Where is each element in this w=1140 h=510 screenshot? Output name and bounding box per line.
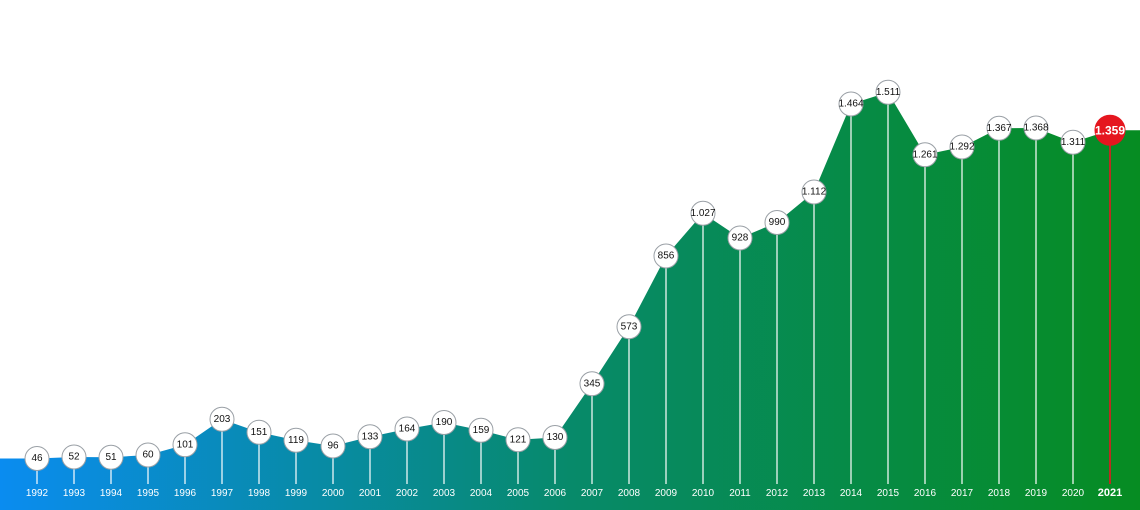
x-axis-ticks: 1992 1993 1994 1995 1996 1997 1998 1999 2000 2001… <box>26 487 1122 499</box>
x-tick-label: 1994 <box>100 488 123 499</box>
data-point <box>172 432 198 458</box>
data-label: 345 <box>584 378 601 389</box>
data-point <box>24 446 50 471</box>
data-point <box>1060 129 1086 155</box>
x-tick-label: 2015 <box>877 488 900 499</box>
data-point <box>135 442 161 468</box>
data-label: 1.112 <box>802 187 827 198</box>
x-tick-label: 2005 <box>507 488 530 499</box>
data-label: 96 <box>327 441 339 452</box>
x-tick-label: 2011 <box>729 488 751 499</box>
x-tick-label: 1995 <box>137 488 160 499</box>
data-label: 133 <box>362 431 379 442</box>
data-label: 121 <box>510 434 527 445</box>
x-tick-label: 2001 <box>359 488 382 499</box>
x-tick-label: 1998 <box>248 488 271 499</box>
data-label: 1.359 <box>1095 123 1125 137</box>
area-fill <box>0 92 1140 510</box>
data-label: 1.261 <box>912 149 937 160</box>
x-tick-label: 2004 <box>470 488 493 499</box>
x-tick-label: 1996 <box>174 488 197 499</box>
data-point <box>394 416 420 442</box>
x-tick-label: 1997 <box>211 488 234 499</box>
x-tick-label: 2013 <box>803 488 826 499</box>
x-tick-label: 2016 <box>914 488 937 499</box>
data-label: 1.311 <box>1061 137 1086 148</box>
data-label: 52 <box>68 452 80 463</box>
data-point <box>542 425 568 450</box>
x-tick-label: 1999 <box>285 488 308 499</box>
data-point <box>98 444 124 470</box>
data-point <box>505 427 531 453</box>
data-point <box>468 417 494 443</box>
x-tick-label: 2008 <box>618 488 641 499</box>
data-point <box>209 406 235 432</box>
data-point <box>949 134 975 160</box>
x-tick-label: 2014 <box>840 488 863 499</box>
data-point <box>246 419 272 445</box>
data-label: 1.367 <box>986 123 1011 134</box>
data-point <box>283 427 309 453</box>
data-label: 46 <box>31 453 43 464</box>
data-point <box>431 410 457 435</box>
x-tick-label: 2003 <box>433 488 456 499</box>
data-label: 60 <box>142 450 154 461</box>
data-point <box>1023 115 1049 141</box>
data-label: 928 <box>732 233 749 244</box>
data-label: 151 <box>251 427 268 438</box>
data-point <box>838 91 864 117</box>
data-label: 990 <box>769 217 786 228</box>
data-label: 856 <box>658 251 675 262</box>
data-point <box>690 200 716 226</box>
data-label: 1.368 <box>1023 123 1048 134</box>
drop-lines <box>36 92 1111 484</box>
data-label: 159 <box>473 425 490 436</box>
data-point <box>986 115 1012 141</box>
data-point <box>912 142 938 168</box>
x-tick-label: 2012 <box>766 488 789 499</box>
data-label: 573 <box>621 321 638 332</box>
data-label: 1.292 <box>949 142 974 153</box>
data-label: 1.027 <box>690 208 715 219</box>
data-label: 1.511 <box>876 87 901 98</box>
data-point <box>320 433 346 459</box>
x-tick-label: 2019 <box>1025 488 1048 499</box>
x-tick-label: 1993 <box>63 488 86 499</box>
data-point <box>653 243 679 269</box>
data-point <box>357 424 383 450</box>
value-markers: 46 52 51 60 101 203 151 119 96 133 164 190 159 121 130… <box>24 79 1126 471</box>
highlight-point <box>1094 114 1126 146</box>
data-label: 51 <box>105 452 117 463</box>
data-label: 1.464 <box>838 99 863 110</box>
data-label: 164 <box>399 424 416 435</box>
data-point <box>875 79 901 105</box>
data-point <box>579 371 605 397</box>
x-tick-label: 2002 <box>396 488 419 499</box>
data-point <box>764 210 790 235</box>
x-tick-label: 2009 <box>655 488 678 499</box>
x-tick-label: 2006 <box>544 488 567 499</box>
data-label: 203 <box>214 414 231 425</box>
data-point <box>727 225 753 251</box>
x-tick-label: 1992 <box>26 488 49 499</box>
data-point <box>801 179 827 205</box>
x-tick-label: 2017 <box>951 488 974 499</box>
data-label: 190 <box>436 417 453 428</box>
x-tick-label: 2007 <box>581 488 604 499</box>
x-tick-label: 2000 <box>322 488 345 499</box>
data-label: 130 <box>547 432 564 443</box>
x-tick-label: 2018 <box>988 488 1011 499</box>
x-tick-label: 2020 <box>1062 488 1085 499</box>
data-point <box>616 314 642 340</box>
x-tick-label: 2010 <box>692 488 715 499</box>
data-point <box>61 444 87 470</box>
data-label: 101 <box>177 439 194 450</box>
x-tick-label: 2021 <box>1098 487 1122 499</box>
data-label: 119 <box>288 435 304 446</box>
